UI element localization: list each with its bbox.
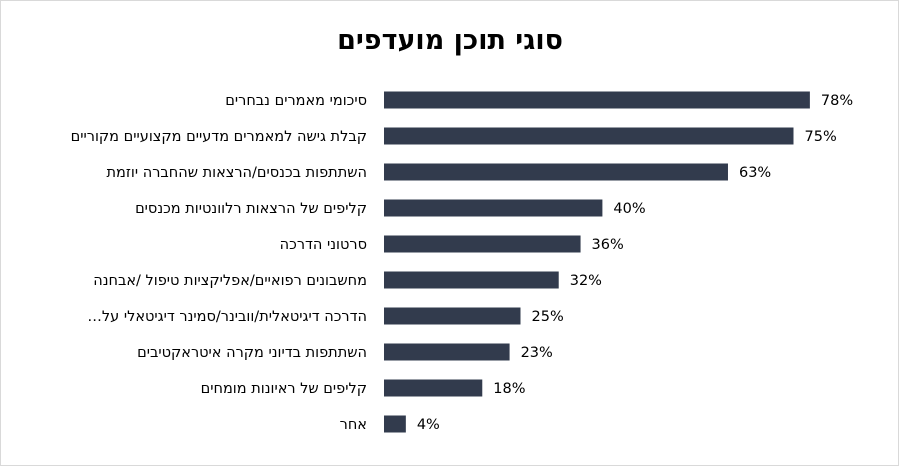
bar <box>384 343 510 361</box>
data-label: 63% <box>739 165 771 181</box>
bar <box>384 235 581 253</box>
data-label: 36% <box>592 237 624 253</box>
bar <box>384 271 559 289</box>
bar <box>384 127 794 145</box>
category-label: סיכומי מאמרים נבחרים <box>225 93 367 109</box>
category-label: קבלת גישה למאמרים מדעיים מקצועיים מקוריי… <box>71 129 367 145</box>
data-label: 4% <box>417 417 440 433</box>
category-label: מחשבונים רפואיים/אפליקציות טיפול /אבחנה <box>93 273 367 289</box>
bar <box>384 91 810 109</box>
bar <box>384 307 521 325</box>
chart-title: סוגי תוכן מועדפים <box>337 25 563 56</box>
category-label: השתתפות בדיוני מקרה איטראקטיבים <box>137 345 367 361</box>
bar <box>384 163 728 181</box>
bar <box>384 199 603 217</box>
category-label: הדרכה דיגיטאלית/וובינר/סמינר דיגיטאלי על… <box>87 309 367 325</box>
data-label: 75% <box>805 129 837 145</box>
bars: סיכומי מאמרים נבחרים 78% קבלת גישה למאמרים… <box>71 91 853 433</box>
category-label: השתתפות בכנסים/הרצאות שהחברה יוזמת <box>107 165 367 181</box>
data-label: 40% <box>613 201 645 217</box>
data-label: 23% <box>521 345 553 361</box>
data-label: 32% <box>570 273 602 289</box>
data-label: 25% <box>532 309 564 325</box>
bar <box>384 379 483 397</box>
data-label: 18% <box>493 381 525 397</box>
category-label: אחר <box>340 417 367 433</box>
data-label: 78% <box>821 93 853 109</box>
category-label: קליפים של ראיונות מומחים <box>201 381 367 397</box>
category-label: סרטוני הדרכה <box>280 237 367 253</box>
category-label: קליפים של הרצאות רלוונטיות מכנסים <box>135 201 367 217</box>
bar <box>384 415 406 433</box>
